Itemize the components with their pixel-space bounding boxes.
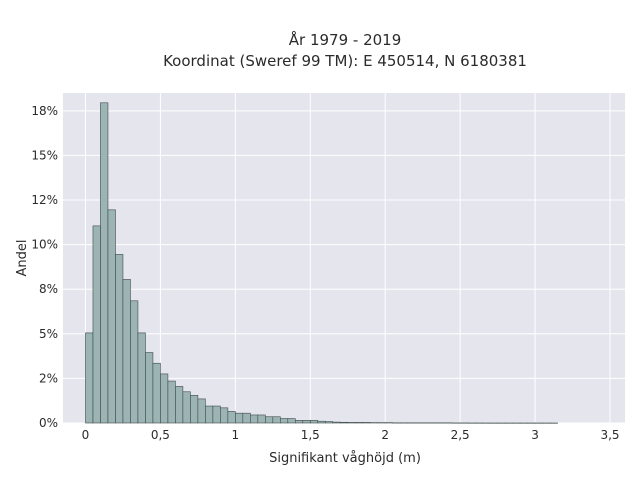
histogram-bar xyxy=(257,414,266,424)
y-tick-label: 2% xyxy=(39,371,58,385)
y-tick-label: 15% xyxy=(31,148,58,162)
x-tick-label: 0 xyxy=(82,428,90,442)
y-tick-label: 0% xyxy=(39,416,58,430)
y-axis-label: Andel xyxy=(15,240,30,277)
chart-title-line2: Koordinat (Sweref 99 TM): E 450514, N 61… xyxy=(163,52,527,70)
histogram-bar xyxy=(137,332,146,424)
histogram-bar xyxy=(190,395,199,424)
y-tick-label: 12% xyxy=(31,193,58,207)
histogram-bar xyxy=(205,405,214,424)
histogram-bar xyxy=(92,225,101,424)
histogram-bar xyxy=(182,391,191,424)
histogram-bar xyxy=(250,414,259,424)
x-tick-label: 2 xyxy=(381,428,389,442)
histogram-bar xyxy=(175,386,184,424)
y-tick-label: 8% xyxy=(39,282,58,296)
histogram-bar xyxy=(122,279,131,424)
histogram-bar xyxy=(265,416,274,424)
histogram-bar xyxy=(347,422,356,424)
histogram-bar xyxy=(324,421,334,424)
tick-labels: 0 0,5 1 1,5 2 2,5 3 3,5 0% 2% 5% 8% 10% 12% 15% 18% xyxy=(31,104,619,442)
histogram-bar xyxy=(339,421,349,424)
x-tick-label: 3 xyxy=(531,428,539,442)
histogram-bar xyxy=(354,422,364,424)
histogram-bar xyxy=(160,373,169,424)
histogram-bar xyxy=(302,420,311,424)
histogram-bar xyxy=(115,254,124,424)
histogram-bar xyxy=(272,416,281,424)
histogram-bar xyxy=(220,407,229,424)
histogram-bar xyxy=(167,380,176,424)
histogram-bar xyxy=(332,421,341,424)
histogram-bar xyxy=(212,405,221,424)
histogram-bar xyxy=(152,362,161,424)
x-tick-label: 1 xyxy=(232,428,240,442)
histogram-bar xyxy=(145,352,154,424)
histogram-bar xyxy=(100,102,109,424)
x-tick-label: 2,5 xyxy=(451,428,470,442)
histogram-bar xyxy=(294,420,304,424)
y-tick-label: 18% xyxy=(31,104,58,118)
histogram-bar xyxy=(280,418,289,424)
x-tick-label: 3,5 xyxy=(600,428,619,442)
x-tick-label: 0,5 xyxy=(151,428,170,442)
histogram-bar xyxy=(235,412,244,424)
y-tick-label: 5% xyxy=(39,327,58,341)
histogram-bar xyxy=(317,420,326,424)
histogram-bar xyxy=(309,420,319,424)
histogram-bar xyxy=(85,332,94,424)
x-axis-label: Signifikant våghöjd (m) xyxy=(269,451,421,466)
histogram-bar xyxy=(287,418,296,424)
histogram-bar xyxy=(107,209,116,424)
y-tick-label: 10% xyxy=(31,238,58,252)
chart-title-line1: År 1979 - 2019 xyxy=(289,30,402,49)
histogram-bar xyxy=(197,398,206,424)
histogram-bar xyxy=(242,412,251,424)
histogram-bar xyxy=(362,422,371,424)
histogram-bars xyxy=(85,102,558,424)
histogram-bar xyxy=(130,300,139,424)
x-tick-label: 1,5 xyxy=(301,428,320,442)
histogram-bar xyxy=(227,411,236,424)
